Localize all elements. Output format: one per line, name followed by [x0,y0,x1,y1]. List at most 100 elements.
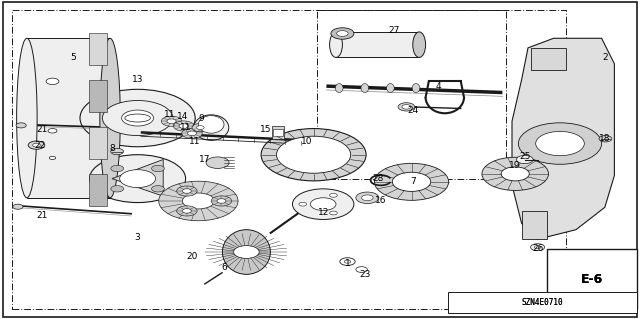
Text: 19: 19 [509,161,521,170]
Circle shape [234,246,259,258]
Circle shape [531,244,545,251]
Text: 5: 5 [71,53,76,62]
Ellipse shape [412,84,420,93]
Ellipse shape [387,84,394,93]
Circle shape [211,196,232,206]
Circle shape [374,163,449,200]
Text: E-6: E-6 [581,273,603,286]
Bar [273,129,283,136]
Bar [89,33,107,65]
Circle shape [102,100,173,136]
Ellipse shape [361,84,369,93]
Circle shape [173,121,194,131]
Circle shape [177,206,197,216]
Circle shape [179,124,188,128]
Text: 13: 13 [132,75,143,84]
Circle shape [111,148,124,155]
Ellipse shape [194,115,229,140]
Text: 28: 28 [372,174,383,183]
Circle shape [344,260,351,263]
Circle shape [188,131,196,136]
Circle shape [120,170,156,188]
Text: 11: 11 [180,123,191,132]
Text: 1: 1 [345,259,350,268]
Text: 11: 11 [164,110,175,119]
Ellipse shape [408,166,428,198]
Circle shape [330,211,337,215]
Text: SZN4E0710: SZN4E0710 [522,298,563,307]
Ellipse shape [17,38,37,198]
Circle shape [152,186,164,192]
Circle shape [46,78,59,85]
Ellipse shape [198,116,224,133]
Circle shape [192,123,209,132]
Ellipse shape [335,84,343,93]
Circle shape [48,129,57,133]
Circle shape [518,123,602,164]
Text: 12: 12 [317,208,329,217]
Text: E-6: E-6 [581,273,603,286]
Circle shape [501,167,529,181]
Text: 3: 3 [135,233,140,242]
Text: 23: 23 [359,270,371,279]
Circle shape [13,204,23,209]
Polygon shape [112,160,163,196]
Text: 16: 16 [375,197,387,205]
Text: 21: 21 [36,211,47,220]
Circle shape [217,199,226,203]
Circle shape [90,155,186,203]
Bar [89,80,107,112]
Circle shape [182,209,191,213]
Bar [336,32,419,57]
Text: 8: 8 [109,144,115,153]
Circle shape [80,89,195,147]
Circle shape [536,131,584,156]
Bar [12,10,566,309]
Circle shape [16,123,26,128]
Bar [27,38,110,198]
Text: 11: 11 [189,137,201,146]
Circle shape [167,119,176,123]
Circle shape [356,192,379,204]
Circle shape [261,129,366,181]
Bar [547,249,637,309]
Circle shape [182,189,191,193]
Circle shape [111,165,124,172]
Text: 21: 21 [36,125,47,134]
Ellipse shape [125,114,150,122]
Text: 27: 27 [388,26,399,35]
Ellipse shape [330,32,342,57]
Circle shape [196,126,204,130]
Circle shape [182,193,214,209]
Circle shape [337,31,348,36]
Text: SZN4E0710: SZN4E0710 [522,298,563,307]
Bar [272,126,284,139]
Circle shape [49,156,56,160]
Text: 24: 24 [407,106,419,115]
Text: 10: 10 [301,137,313,146]
Circle shape [331,28,354,39]
Circle shape [362,195,373,201]
Circle shape [392,172,431,191]
Circle shape [398,103,415,111]
Ellipse shape [223,230,270,274]
Circle shape [161,116,182,126]
Circle shape [402,105,411,109]
Polygon shape [512,38,614,239]
Bar [317,10,506,179]
Circle shape [33,143,40,147]
Circle shape [310,198,336,211]
Text: 6: 6 [221,263,227,272]
Text: 25: 25 [519,152,531,161]
Text: 22: 22 [34,141,45,150]
Circle shape [152,165,164,172]
Bar [89,127,107,159]
Bar [89,174,107,206]
Text: 14: 14 [177,112,188,121]
Circle shape [276,136,351,173]
Circle shape [177,186,197,196]
Circle shape [111,186,124,192]
Text: 7: 7 [410,177,415,186]
Circle shape [330,193,337,197]
Text: 15: 15 [260,125,271,134]
